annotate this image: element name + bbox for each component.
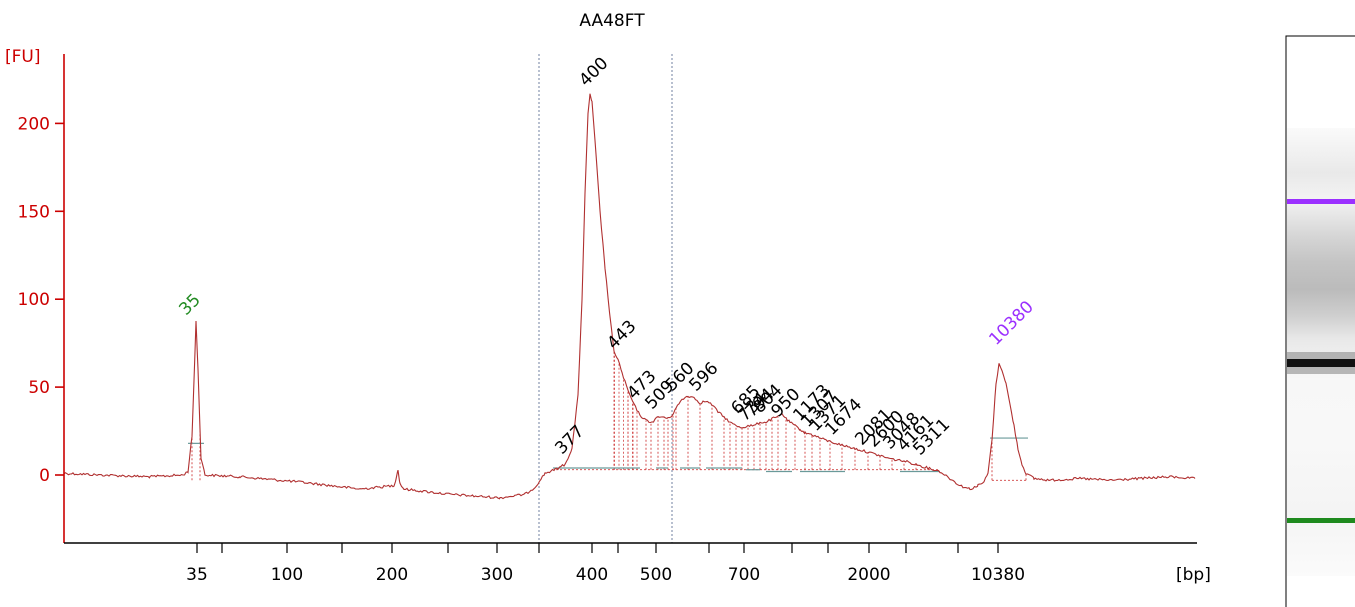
- y-ticks: 0 50 100 150 200: [18, 114, 64, 486]
- chart-title: AA48FT: [579, 11, 645, 31]
- peak-label: 10380: [985, 297, 1037, 349]
- y-tick-label: 50: [28, 378, 50, 398]
- peak-label: 377: [551, 421, 588, 458]
- x-tick-label: 200: [376, 565, 408, 585]
- x-tick-label: 100: [271, 565, 303, 585]
- region-dividers: [538, 54, 673, 543]
- main-sample-band: [1287, 359, 1355, 367]
- x-tick-label: 300: [481, 565, 513, 585]
- x-tick-label: 500: [640, 565, 672, 585]
- peak-labels: 3537740044347350956059668573479480495011…: [175, 53, 1037, 459]
- lower-marker-band: [1287, 518, 1355, 523]
- peak-label: 596: [685, 358, 722, 395]
- y-tick-label: 150: [18, 202, 50, 222]
- upper-marker-band: [1287, 199, 1355, 204]
- x-tick-label: 10380: [971, 565, 1025, 585]
- peak-baselines: [188, 437, 1028, 473]
- x-axis-label: [bp]: [1176, 565, 1211, 585]
- peak-label: 35: [175, 290, 204, 319]
- peak-label: 443: [603, 316, 640, 353]
- y-tick-label: 200: [18, 114, 50, 134]
- chart-axes: [63, 54, 1197, 544]
- peak-label: 400: [575, 53, 612, 90]
- gel-lane: [1285, 35, 1355, 607]
- x-tick-label: 35: [186, 565, 208, 585]
- x-tick-label: 400: [576, 565, 608, 585]
- y-axis-label: [FU]: [5, 47, 41, 67]
- x-tick-label: 700: [728, 565, 760, 585]
- x-ticks: 35 100 200 300 400 500 700 2000 10380: [186, 543, 1025, 585]
- y-tick-label: 0: [39, 466, 50, 486]
- signal-trace: [63, 93, 1196, 500]
- x-tick-label: 2000: [847, 565, 890, 585]
- y-tick-label: 100: [18, 290, 50, 310]
